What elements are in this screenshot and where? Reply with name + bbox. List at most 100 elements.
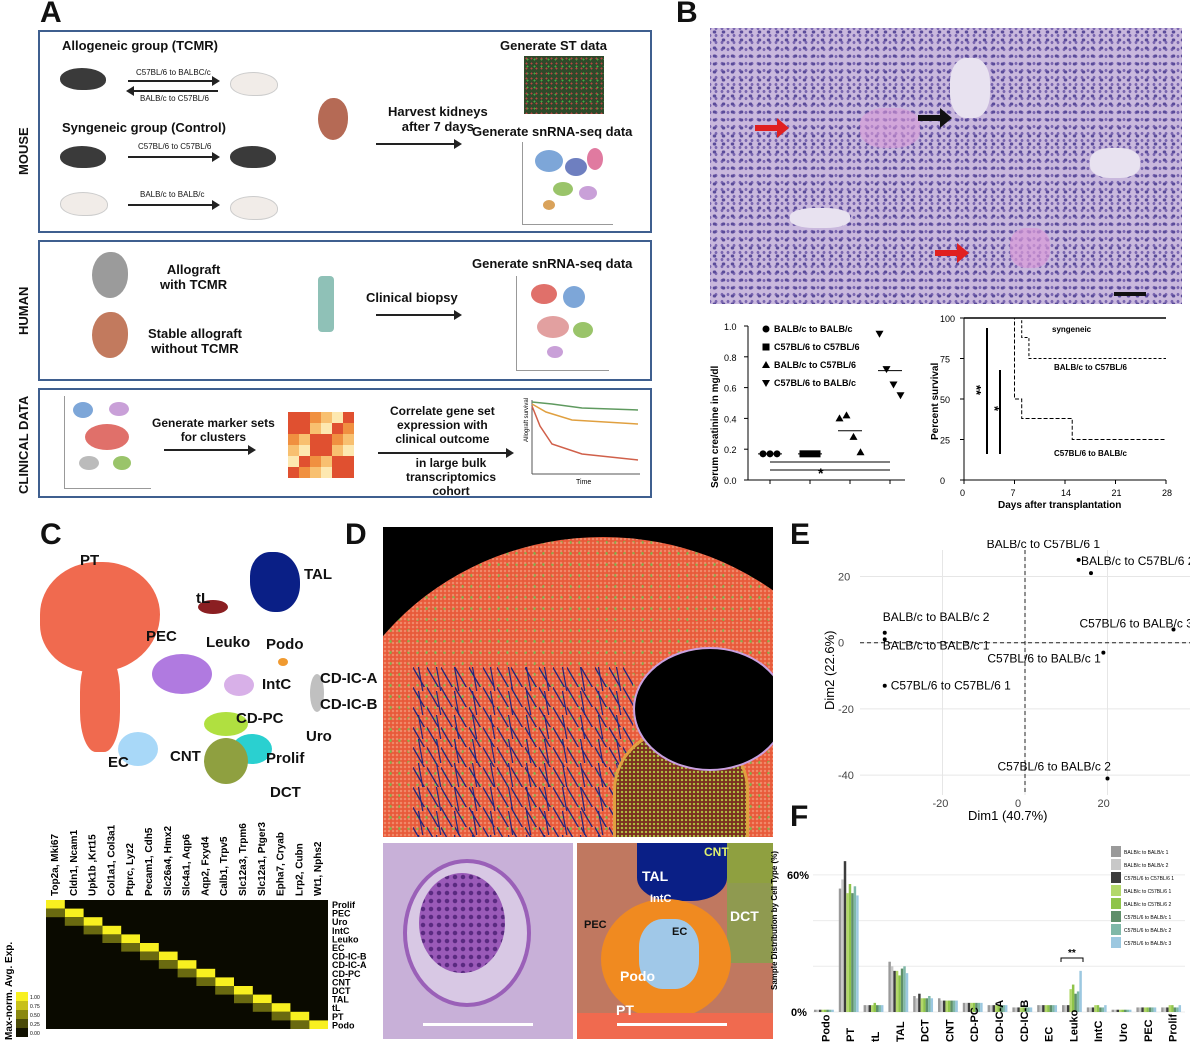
bar — [843, 861, 847, 1012]
survival-chart: 0 25 50 75 100 0 7 14 21 28 Percent survival Days… — [930, 314, 1172, 511]
bar-legend-swatch — [1111, 911, 1121, 922]
bar — [1039, 1005, 1043, 1012]
bar — [972, 1002, 976, 1012]
bar — [1027, 1007, 1030, 1012]
heatmap-cell — [321, 412, 332, 423]
creatinine-point — [882, 366, 891, 374]
bar — [920, 998, 924, 1012]
cluster-label-cd-ic-b: CD-IC-B — [320, 696, 378, 713]
scale-tick-label: 0.50 — [30, 1013, 40, 1019]
heatmap-row-label: IntC — [332, 926, 350, 936]
bar — [992, 1005, 996, 1012]
heatmap-cell — [64, 917, 84, 926]
survival-thumb-xlabel: Time — [576, 479, 591, 486]
heatmap-cell — [271, 1003, 291, 1012]
scale-swatch — [16, 992, 28, 1001]
heatmap-cell — [102, 925, 122, 935]
biopsy-label: Clinical biopsy — [366, 290, 458, 305]
cluster-label-prolif: Prolif — [266, 750, 305, 767]
heatmap-cell — [102, 934, 122, 943]
bar — [863, 1005, 867, 1012]
pca-point — [882, 683, 887, 688]
arrow1-label: C57BL/6 to BALBC/c — [136, 68, 211, 77]
bar — [1064, 1005, 1067, 1012]
heatmap-row-label: Leuko — [332, 934, 359, 944]
mouse-black-icon — [230, 146, 276, 168]
bar-category-label: PT — [845, 1028, 857, 1042]
bar — [940, 1000, 943, 1012]
mouse-black-icon — [60, 146, 106, 168]
bar-category-label: Podo — [820, 1014, 832, 1042]
mouse-white-icon — [60, 192, 108, 216]
cluster-label-intc: IntC — [262, 676, 292, 693]
pca-point-label: C57BL/6 to C57BL/6 1 — [891, 679, 1011, 693]
panel-label-d: D — [345, 518, 367, 551]
bar — [1173, 1007, 1177, 1012]
red-arrow-icon — [935, 243, 969, 263]
bar-category-label: CD-IC-B — [1019, 1000, 1031, 1042]
arrow-right-icon — [378, 448, 514, 458]
heatmap-cell — [321, 456, 332, 467]
mouse-side-label: MOUSE — [16, 127, 31, 175]
heatmap-row-label: DCT — [332, 986, 351, 996]
bar — [818, 1009, 822, 1012]
bar — [1091, 1007, 1095, 1012]
heatmap-cell — [196, 968, 216, 978]
heatmap-cell — [343, 423, 354, 434]
gene-label: Aqp2, Fxyd4 — [200, 836, 211, 896]
biopsy-needle-icon — [318, 276, 334, 332]
scale-tick-label: 0.75 — [30, 1004, 40, 1010]
bar-category-label: IntC — [1093, 1021, 1105, 1042]
gene-label: Lrp2, Cubn — [294, 843, 305, 896]
bar — [1128, 1009, 1132, 1012]
kidney-icon — [92, 312, 128, 358]
heatmap-row-label: Podo — [332, 1020, 355, 1030]
scale-bar — [423, 1023, 533, 1026]
creatinine-legend-label: BALB/c to C57BL/6 — [774, 360, 856, 370]
arrow-right-icon — [376, 139, 462, 149]
gene-label: Epha7, Cryab — [276, 832, 287, 896]
heatmap-cell — [271, 1011, 291, 1021]
gene-label: Slc26a4, Hmx2 — [163, 826, 174, 896]
bar — [1079, 970, 1082, 1012]
creatinine-point — [835, 414, 844, 422]
bar — [828, 1009, 832, 1012]
clinical-side-label: CLINICAL DATA — [16, 395, 31, 494]
syn-title: Syngeneic group (Control) — [62, 120, 226, 135]
pca-xtick-label: 20 — [1098, 798, 1110, 810]
heatmap-row-label: EC — [332, 943, 345, 953]
heatmap-cell — [64, 908, 84, 918]
gene-label: Pecam1, Cdh5 — [144, 827, 155, 896]
survival-thumbnail: Allograft survival Time — [522, 396, 644, 488]
bar — [831, 1009, 834, 1012]
arrow-right-icon — [128, 200, 220, 210]
heatmap-cell — [140, 943, 159, 952]
bar — [1000, 1005, 1003, 1012]
survival-xtick-label: 28 — [1162, 488, 1172, 498]
umap-thumbnail — [64, 396, 151, 489]
cluster-label-ec: EC — [108, 754, 129, 771]
cluster-label-tl: tL — [196, 590, 211, 607]
creatinine-tick-label: 0.6 — [724, 384, 737, 394]
bar-category-label: EC — [1044, 1027, 1056, 1042]
heatmap-cell — [299, 456, 310, 467]
survival-xtick-label: 0 — [960, 488, 965, 498]
bar — [890, 966, 894, 1012]
creatinine-point — [896, 392, 905, 400]
bar-category-label: Uro — [1118, 1023, 1130, 1042]
survival-tick-label: 75 — [940, 355, 950, 365]
bar-legend-swatch — [1111, 872, 1121, 883]
bar — [846, 893, 849, 1012]
bar-legend-label: C57BL/6 to BALB/c 3 — [1124, 941, 1171, 947]
creatinine-sig-star: * — [818, 465, 824, 481]
heatmap-cell — [299, 467, 310, 478]
bar — [1121, 1009, 1124, 1012]
survival-xtick-label: 21 — [1112, 488, 1122, 498]
heatmap-row-label: CD-IC-B — [332, 952, 367, 962]
bar — [1069, 989, 1072, 1012]
bar-category-label: DCT — [920, 1019, 932, 1042]
bar — [868, 1005, 872, 1012]
gen-st-label: Generate ST data — [500, 38, 607, 53]
marker-label: Generate marker sets for clusters — [152, 416, 275, 444]
heatmap-cell — [196, 977, 216, 986]
